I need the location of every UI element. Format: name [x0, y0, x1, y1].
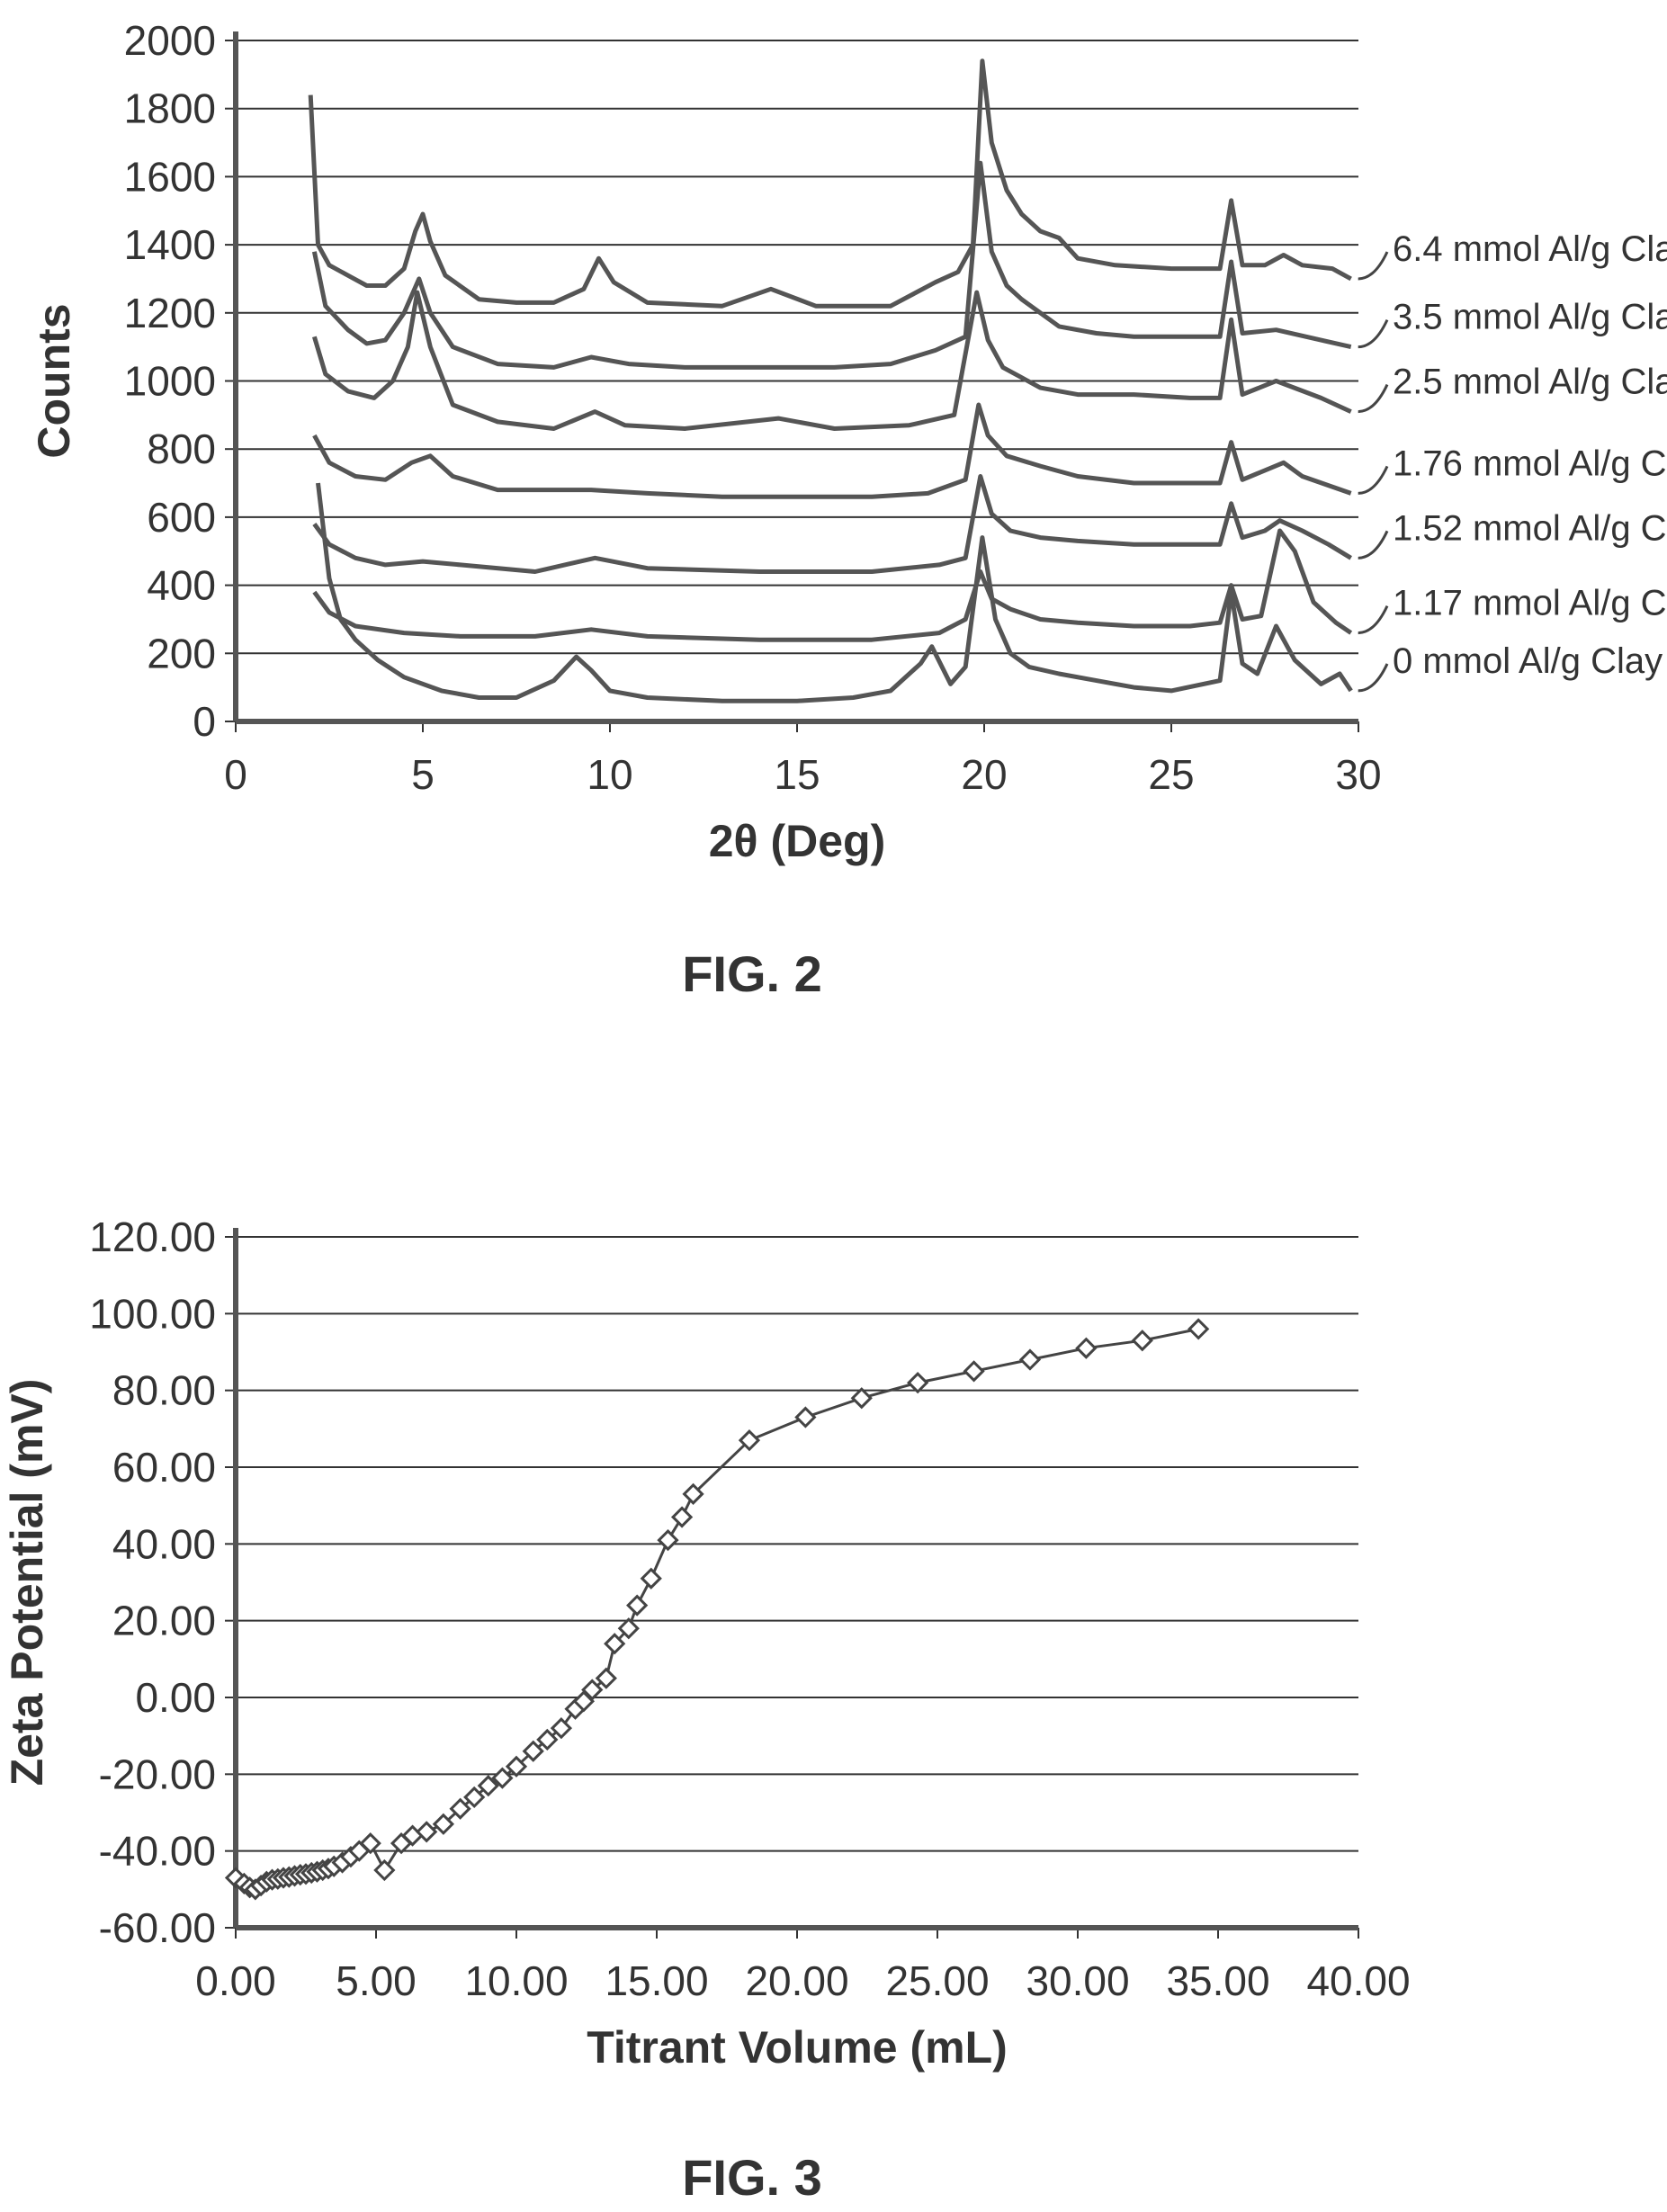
series-line — [316, 482, 1353, 703]
data-point-marker — [536, 1728, 559, 1751]
data-point-marker — [1131, 1330, 1153, 1352]
series-leader-line — [1358, 383, 1389, 414]
x-tick-label: 20.00 — [745, 1957, 848, 2004]
data-point-marker — [963, 1360, 985, 1383]
series-line — [312, 290, 1352, 431]
y-tick-label: 40.00 — [112, 1520, 216, 1567]
y-tick-label: 800 — [147, 425, 216, 472]
series-leader-line — [1358, 465, 1389, 495]
x-tick-label: 15 — [774, 751, 820, 798]
series-label: 2.5 mmol Al/g Clay — [1393, 363, 1667, 402]
data-point-marker — [1018, 1348, 1042, 1371]
x-tick-label: 30.00 — [1026, 1957, 1129, 2004]
y-axis-title: Counts — [29, 303, 79, 458]
data-point-marker — [595, 1667, 617, 1689]
series-label: 1.17 mmol Al/g Clay — [1393, 584, 1667, 623]
y-tick-label: -20.00 — [99, 1751, 216, 1797]
series-leader-line — [1358, 663, 1389, 693]
x-tick-label: 0.00 — [195, 1957, 276, 2004]
data-point-marker — [738, 1429, 761, 1452]
data-point-marker — [463, 1786, 486, 1809]
data-point-marker — [640, 1567, 662, 1590]
data-point-marker — [432, 1813, 455, 1835]
series-label: 6.4 mmol Al/g Clay — [1393, 229, 1667, 269]
y-tick-label: 1000 — [124, 358, 216, 405]
data-point-marker — [581, 1679, 604, 1701]
y-tick-label: 0.00 — [135, 1674, 216, 1721]
series-label: 1.52 mmol Al/g Clay — [1393, 508, 1667, 548]
data-point-marker — [477, 1775, 499, 1797]
series-line — [312, 474, 1352, 574]
y-tick-label: 1400 — [124, 221, 216, 268]
x-tick-label: 0 — [224, 751, 247, 798]
series-leader-line — [1358, 251, 1389, 281]
x-tick-label: 40.00 — [1306, 1957, 1410, 2004]
y-tick-label: 400 — [147, 562, 216, 609]
y-tick-label: 1600 — [124, 153, 216, 200]
data-point-marker — [604, 1633, 626, 1655]
series-leader-line — [1358, 530, 1389, 560]
x-tick-label: 10.00 — [464, 1957, 568, 2004]
y-tick-label: 600 — [147, 494, 216, 541]
y-tick-label: 100.00 — [89, 1290, 216, 1337]
y-tick-label: 1800 — [124, 85, 216, 132]
data-point-marker — [359, 1832, 381, 1855]
y-tick-label: -40.00 — [99, 1828, 216, 1875]
series-line — [311, 160, 1352, 370]
x-tick-label: 25 — [1148, 751, 1194, 798]
x-axis-title: Titrant Volume (mL) — [587, 2022, 1008, 2073]
data-point-marker — [1075, 1337, 1098, 1359]
series-leader-line — [1358, 319, 1389, 349]
x-tick-label: 10 — [587, 751, 632, 798]
x-tick-label: 20 — [961, 751, 1007, 798]
series-label: 0 mmol Al/g Clay — [1393, 641, 1663, 681]
data-point-marker — [682, 1482, 704, 1505]
data-point-marker — [1188, 1318, 1210, 1340]
y-tick-label: 200 — [147, 630, 216, 676]
data-point-marker — [670, 1506, 694, 1528]
y-tick-label: 20.00 — [112, 1598, 216, 1644]
data-point-marker — [373, 1858, 396, 1882]
y-tick-label: -60.00 — [99, 1904, 216, 1951]
data-point-marker — [449, 1797, 471, 1820]
data-point-marker — [626, 1594, 649, 1616]
data-point-marker — [416, 1821, 438, 1843]
series-line — [235, 1327, 1199, 1891]
series-line — [312, 528, 1353, 642]
series-label: 1.76 mmol Al/g Clay — [1393, 443, 1667, 483]
data-point-marker — [550, 1717, 573, 1740]
data-point-marker — [572, 1690, 596, 1713]
y-tick-label: 80.00 — [112, 1367, 216, 1414]
figure-caption: FIG. 3 — [682, 2149, 822, 2206]
x-tick-label: 30 — [1335, 751, 1381, 798]
y-tick-label: 2000 — [124, 17, 216, 64]
data-point-marker — [794, 1406, 817, 1428]
y-tick-label: 60.00 — [112, 1444, 216, 1491]
data-point-marker — [850, 1387, 873, 1410]
y-tick-label: 1200 — [124, 290, 216, 336]
series-line — [308, 58, 1352, 309]
x-tick-label: 25.00 — [885, 1957, 989, 2004]
data-point-marker — [505, 1755, 528, 1778]
series-label: 3.5 mmol Al/g Clay — [1393, 298, 1667, 337]
data-point-marker — [657, 1528, 679, 1552]
data-point-marker — [907, 1372, 929, 1394]
x-tick-label: 15.00 — [605, 1957, 708, 2004]
series-line — [312, 402, 1352, 499]
fig3-zeta-chart: -60.00 -40.00 -20.00 0.00 20.00 40.00 60.00 80.… — [2, 1213, 1411, 2206]
data-point-marker — [617, 1617, 640, 1640]
data-point-marker — [491, 1767, 514, 1789]
y-tick-label: 120.00 — [89, 1213, 216, 1260]
figure-caption: FIG. 2 — [682, 945, 822, 1002]
y-tick-label: 0 — [193, 698, 216, 745]
x-axis-title: 2θ (Deg) — [709, 816, 885, 866]
fig2-xrd-chart: 0 200 400 600 800 1000 1200 1400 1600 1800 2000 0 5 1… — [29, 17, 1667, 1002]
x-tick-label: 5 — [411, 751, 435, 798]
data-point-marker — [522, 1740, 544, 1762]
series-leader-line — [1358, 604, 1389, 635]
x-tick-label: 35.00 — [1166, 1957, 1269, 2004]
y-axis-title: Zeta Potential (mV) — [2, 1379, 52, 1787]
x-tick-label: 5.00 — [336, 1957, 417, 2004]
